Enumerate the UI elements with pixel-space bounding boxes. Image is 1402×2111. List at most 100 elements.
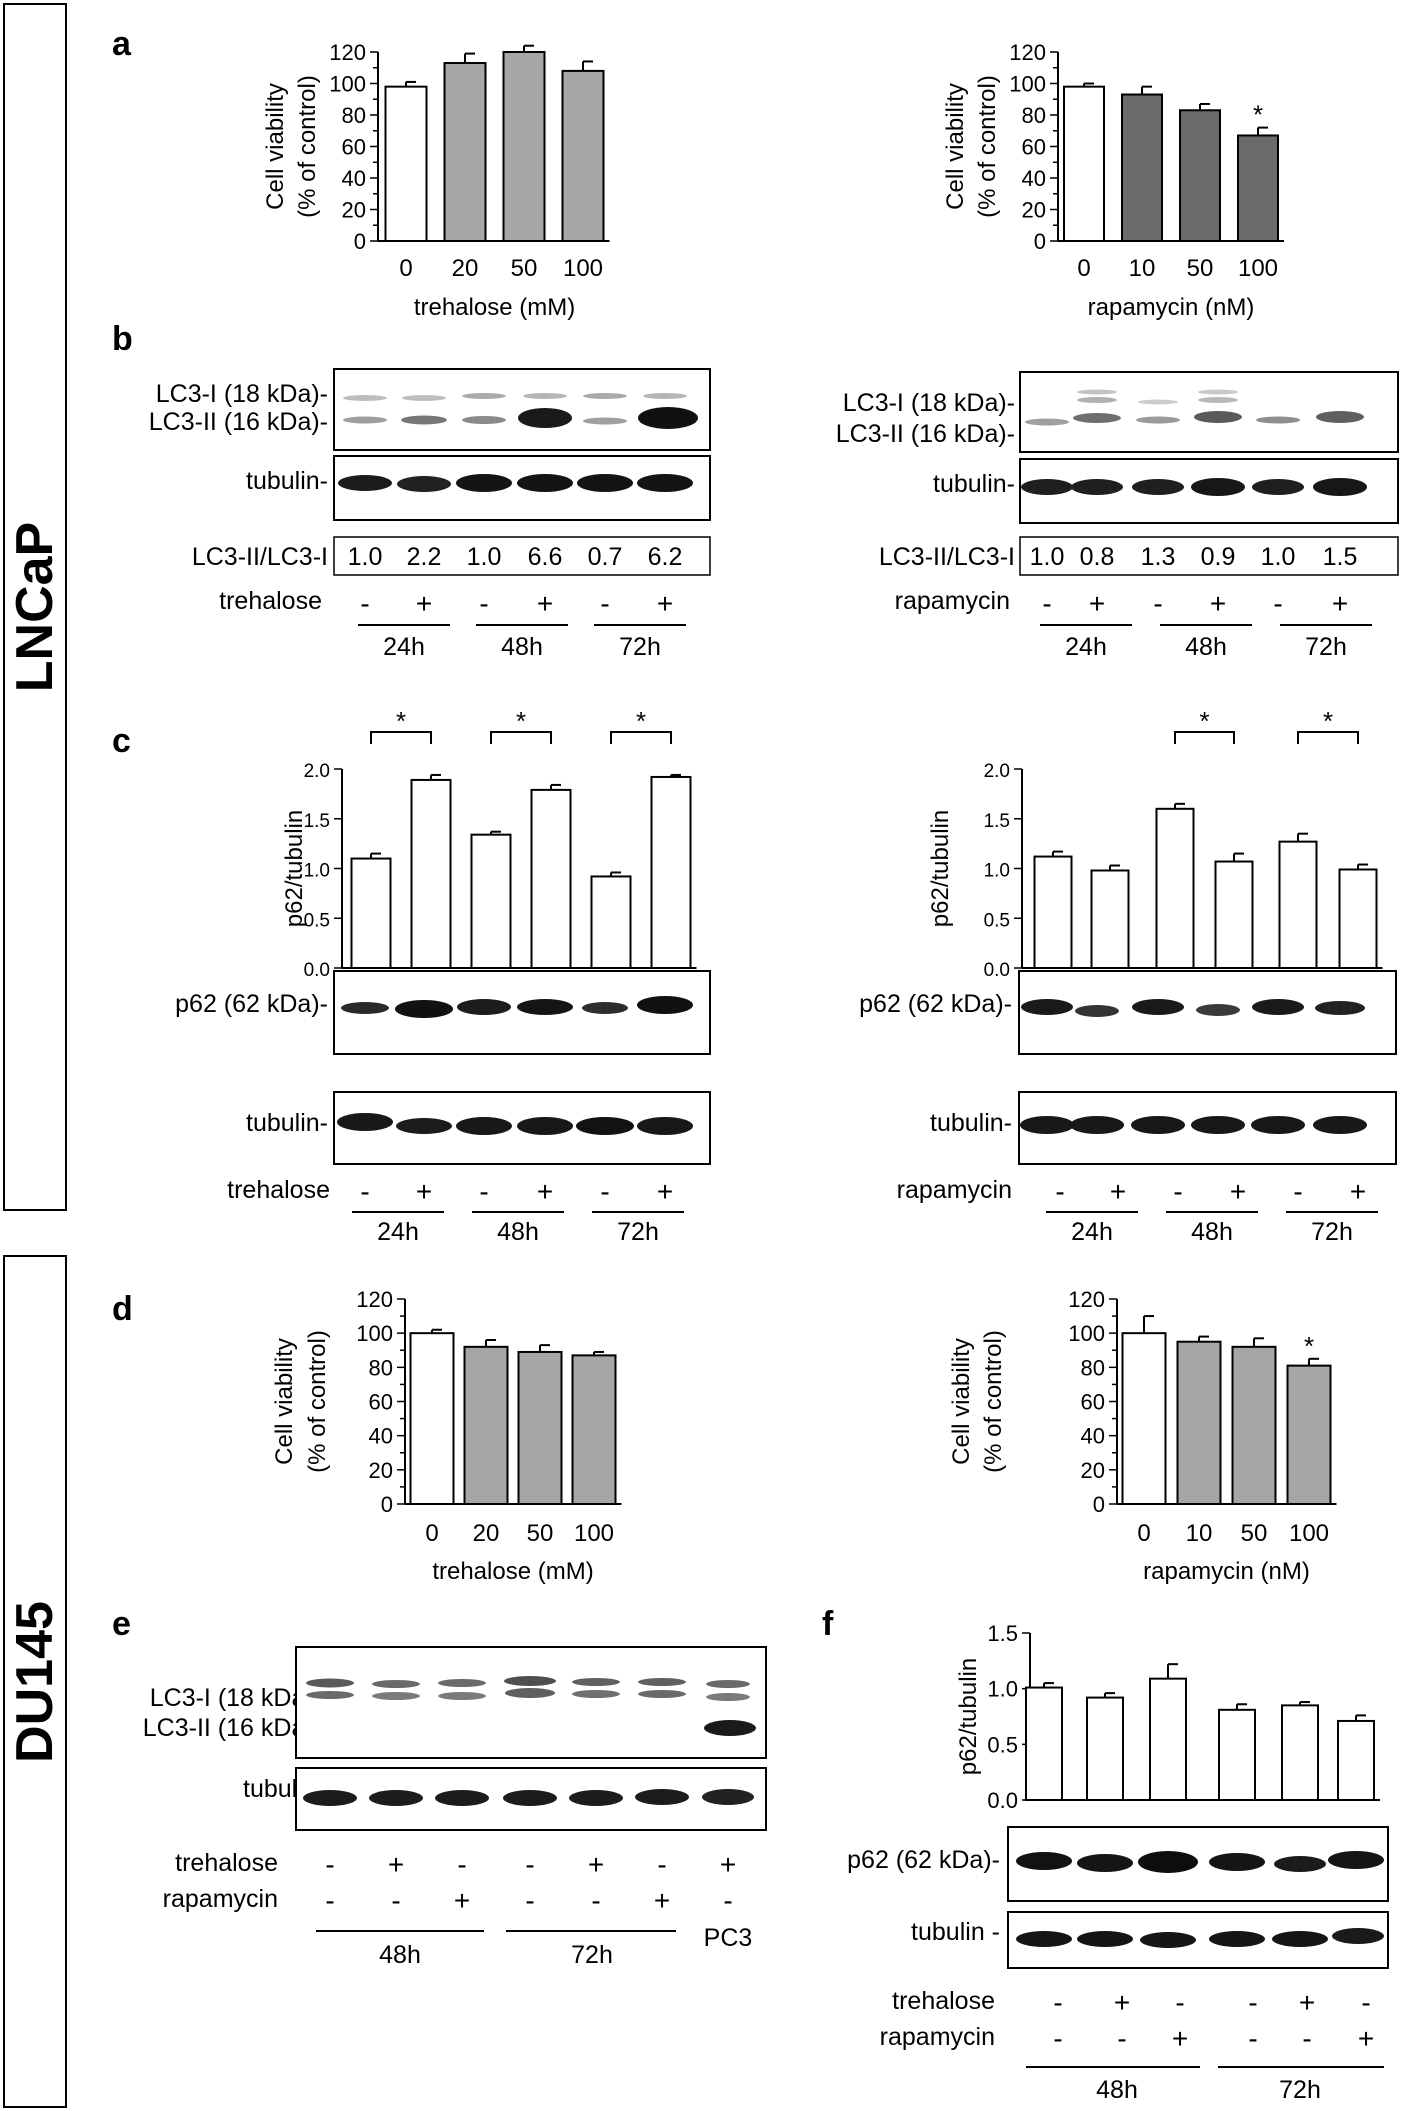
sign-minus: - — [525, 1885, 534, 1916]
band — [637, 996, 693, 1014]
comparison-bracket — [1297, 731, 1359, 744]
bar — [590, 875, 632, 970]
sign-plus: + — [1358, 2023, 1374, 2054]
band — [1132, 999, 1184, 1015]
ratio-value: 6.2 — [648, 543, 683, 571]
y-tick-label: 40 — [1022, 166, 1046, 191]
sign-plus: + — [1110, 1176, 1126, 1207]
sign-minus: - — [1175, 1987, 1184, 2018]
band — [435, 1790, 489, 1806]
band — [583, 393, 627, 399]
time-label-24h: 24h — [383, 633, 425, 661]
time-label-48h: 48h — [379, 1941, 421, 1969]
lc3-bands — [343, 393, 698, 429]
sign-plus: + — [720, 1849, 736, 1880]
time-label-72h: 72h — [571, 1941, 613, 1969]
bar — [1286, 1364, 1332, 1505]
y-tick-label: 0 — [1093, 1492, 1105, 1517]
sign-minus: - — [723, 1885, 732, 1916]
y-axis-label: Cell viability — [948, 1338, 975, 1465]
sign-minus: - — [325, 1885, 334, 1916]
time-label-72h: 72h — [619, 633, 661, 661]
du145-row-label: DU145 — [6, 1601, 64, 1763]
y-axis-label: Cell viability — [942, 83, 969, 210]
time-label-72h: 72h — [617, 1218, 659, 1246]
y-tick-label: 40 — [1081, 1424, 1105, 1449]
bar — [409, 1332, 455, 1505]
chart-c-trehalose: 0.0 0.5 1.0 1.5 2.0 p62/tubulin * * * — [281, 706, 697, 981]
ratio-values: 1.0 2.2 1.0 6.6 0.7 6.2 — [348, 543, 683, 571]
y-tick-label: 40 — [369, 1424, 393, 1449]
sign-plus: + — [657, 588, 673, 619]
sign-minus: - — [600, 1176, 609, 1207]
sign-minus: - — [360, 588, 369, 619]
lncap-row-frame — [3, 3, 67, 1211]
sign-plus: + — [416, 588, 432, 619]
tubulin-bands — [1020, 1116, 1367, 1134]
x-tick-label: 50 — [1241, 1520, 1268, 1547]
chart-c-rapamycin: 0.0 0.5 1.0 1.5 2.0 p62/tubulin * * — [927, 706, 1383, 981]
y-tick-label: 1.0 — [987, 1677, 1018, 1702]
band — [438, 1679, 486, 1687]
band — [343, 416, 387, 424]
y-tick-label: 120 — [329, 40, 366, 65]
sign-minus: - — [1293, 1176, 1302, 1207]
y-tick-label: 100 — [356, 1321, 393, 1346]
ratio-label: LC3-II/LC3-I — [192, 543, 328, 571]
y-tick-label: 100 — [1068, 1321, 1105, 1346]
band — [637, 1117, 693, 1135]
y-tick-label: 100 — [1009, 72, 1046, 97]
time-label-48h: 48h — [501, 633, 543, 661]
tubulin-label: tubulin - — [911, 1918, 1000, 1946]
panel-label-d: d — [112, 1290, 133, 1328]
y-tick-label: 60 — [342, 135, 366, 160]
band — [576, 1117, 634, 1135]
band — [397, 476, 451, 492]
panel-label-b: b — [112, 320, 133, 358]
y-tick-label: 60 — [369, 1390, 393, 1415]
band — [517, 474, 573, 492]
band — [456, 1117, 512, 1135]
x-tick-label: 10 — [1186, 1520, 1213, 1547]
bar — [1281, 1704, 1319, 1802]
y-tick-label: 120 — [356, 1287, 393, 1312]
sign-plus: + — [1230, 1176, 1246, 1207]
y-tick-label: 20 — [342, 198, 366, 223]
bar — [650, 775, 692, 970]
y-tick-label: 0.5 — [984, 910, 1010, 931]
significance-marker: * — [1323, 706, 1333, 736]
significance-marker: * — [1304, 1331, 1314, 1361]
band — [1191, 1116, 1245, 1134]
significance-marker: * — [636, 706, 646, 736]
x-axis-label: rapamycin (nM) — [1143, 1558, 1310, 1585]
band — [638, 1690, 686, 1698]
sign-minus: - — [1273, 588, 1282, 619]
band — [518, 408, 572, 428]
band — [1252, 999, 1304, 1015]
sign-minus: - — [1053, 2023, 1062, 2054]
lc3-i-label: LC3-I (18 kDa)- — [843, 389, 1015, 417]
bar — [1149, 1677, 1187, 1801]
band — [1131, 1116, 1185, 1134]
y-tick-label: 120 — [1009, 40, 1046, 65]
band — [1077, 389, 1117, 395]
treatment-label-rapamycin: rapamycin — [880, 2023, 995, 2051]
band — [569, 1790, 623, 1806]
x-tick-label: 20 — [452, 255, 479, 282]
ratio-value: 0.9 — [1201, 543, 1236, 571]
sign-plus: + — [1089, 588, 1105, 619]
tubulin-bands — [1016, 1928, 1384, 1948]
significance-marker: * — [396, 706, 406, 736]
sign-minus: - — [457, 1849, 466, 1880]
lc3-blot-frame — [333, 368, 711, 451]
tubulin-bands — [1021, 478, 1367, 496]
x-tick-label: 50 — [527, 1520, 554, 1547]
bar — [517, 1350, 563, 1506]
time-label-48h: 48h — [1096, 2076, 1138, 2104]
y-axis-label-units: (% of control) — [980, 1330, 1007, 1473]
band — [638, 1678, 686, 1686]
bar — [1218, 1708, 1256, 1801]
treatment-label-trehalose: trehalose — [892, 1987, 995, 2015]
